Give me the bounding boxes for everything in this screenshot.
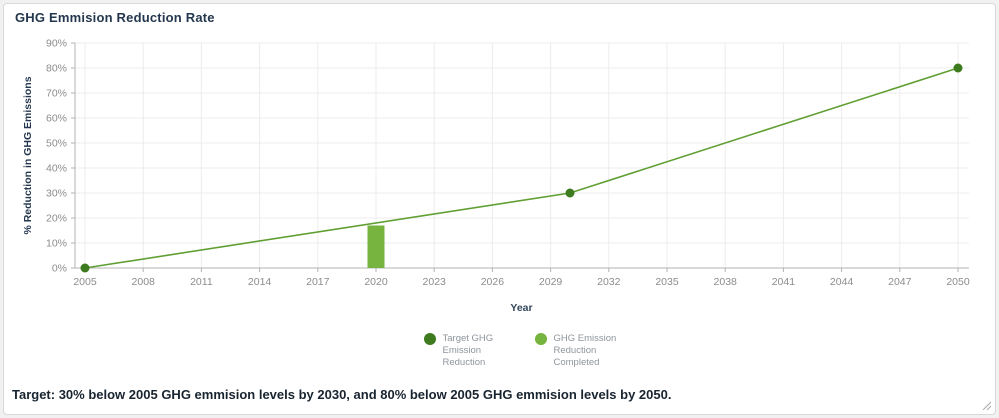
x-tick-label: 2035 [655, 276, 679, 288]
x-tick-label: 2026 [481, 276, 505, 288]
x-tick-label: 2008 [132, 276, 156, 288]
y-tick-label: 60% [46, 113, 67, 125]
y-tick-label: 10% [46, 238, 67, 250]
resize-handle-icon[interactable] [981, 400, 991, 410]
chart-legend: Target GHG Emission Reduction GHG Emissi… [75, 333, 968, 369]
legend-marker-target-icon [423, 333, 436, 345]
x-tick-label: 2047 [888, 276, 912, 288]
x-tick-label: 2023 [423, 276, 447, 288]
y-axis-title: % Reduction in GHG Emissions [22, 76, 34, 234]
ghg-chart-canvas: 0% 10% 20% 30% 40% 50% 60% 70% 80% 90% 2005 2008 201… [22, 38, 970, 314]
x-tick-label: 2017 [306, 276, 330, 288]
legend-label-target: Target GHG Emission Reduction [442, 333, 494, 368]
target-data-point [565, 188, 575, 198]
legend-label-completed: GHG Emission Reduction Completed [553, 333, 617, 368]
chart-title: GHG Emmision Reduction Rate [15, 10, 215, 25]
x-axis-title: Year [510, 302, 532, 314]
x-tick-label: 2011 [190, 276, 213, 288]
x-tick-label: 2038 [714, 276, 738, 288]
x-tick-label: 2005 [73, 276, 97, 288]
x-tick-label: 2032 [597, 276, 621, 288]
y-tick-label: 50% [46, 138, 67, 150]
ghg-chart-widget: GHG Emmision Reduction Rate 0% 10% 20% 30% 4… [3, 3, 996, 415]
legend-item-ghg-emission-reduction-completed[interactable]: GHG Emission Reduction Completed [534, 333, 620, 369]
y-tick-label: 90% [46, 38, 67, 50]
legend-marker-completed-icon [534, 333, 547, 345]
x-tick-label: 2029 [539, 276, 563, 288]
y-tick-label: 30% [46, 188, 67, 200]
x-tick-label: 2041 [772, 276, 796, 288]
x-tick-label: 2050 [946, 276, 970, 288]
target-data-point [80, 263, 90, 273]
x-tick-label: 2044 [830, 276, 854, 288]
x-tick-label: 2020 [364, 276, 388, 288]
x-tick-label: 2014 [248, 276, 272, 288]
y-tick-label: 40% [46, 163, 67, 175]
completed-reduction-bar [367, 225, 385, 268]
y-tick-label: 70% [46, 88, 67, 100]
y-tick-label: 20% [46, 213, 67, 225]
y-tick-label: 80% [46, 63, 67, 75]
legend-item-target-ghg-emission-reduction[interactable]: Target GHG Emission Reduction [423, 333, 509, 369]
chart-target-note: Target: 30% below 2005 GHG emmision leve… [12, 387, 672, 402]
target-data-point [953, 63, 963, 73]
y-tick-label: 0% [52, 263, 67, 275]
